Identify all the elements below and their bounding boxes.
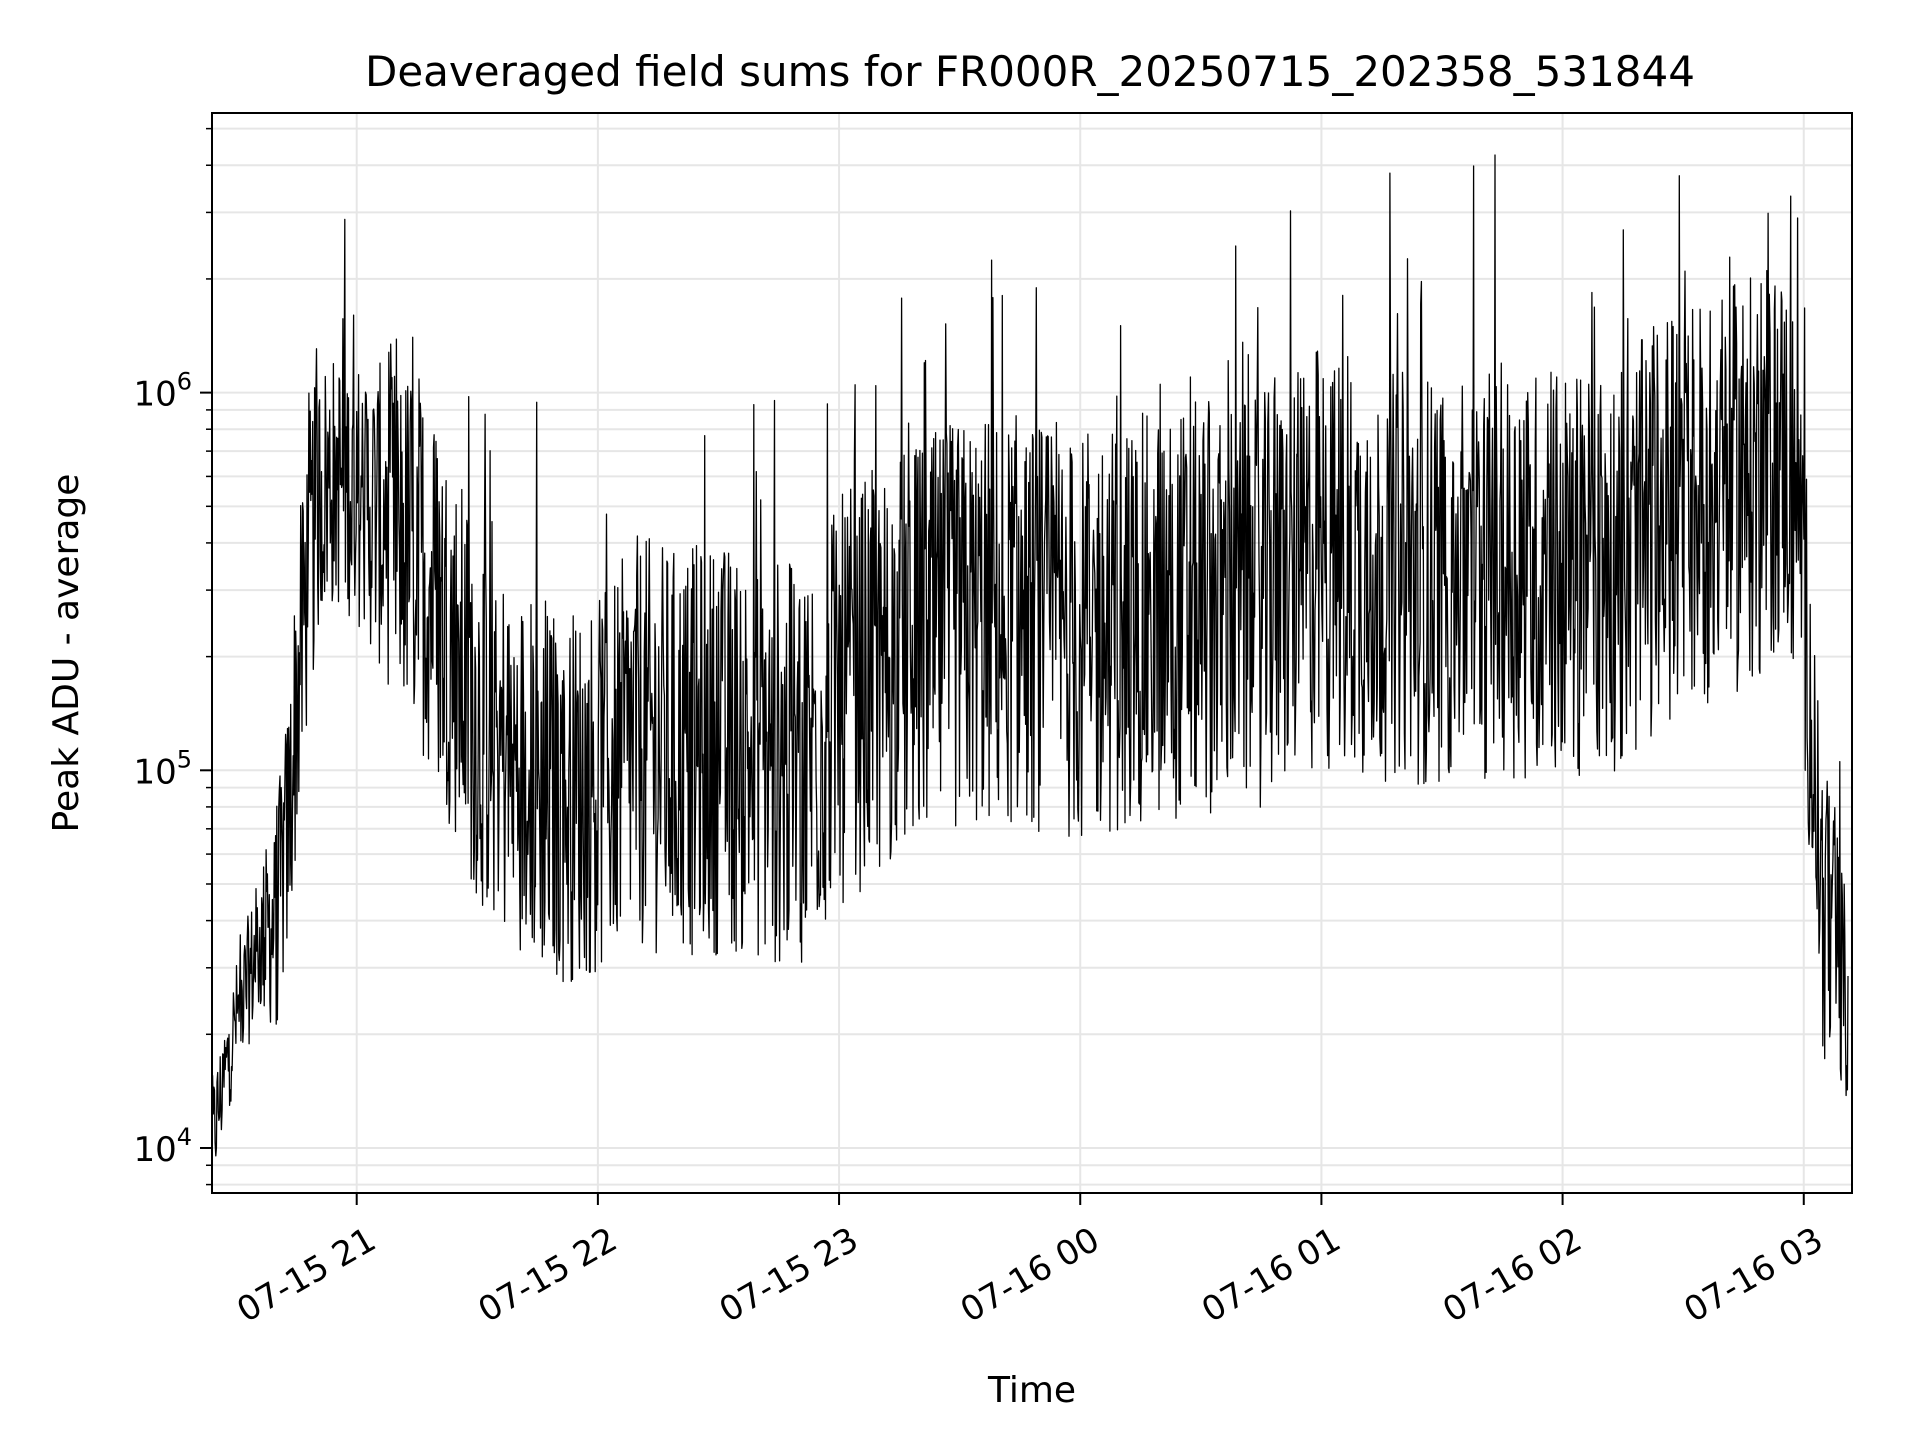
y-axis: 104 105 106: [133, 127, 212, 1186]
y-tick-label: 106: [133, 368, 192, 415]
series-line: [211, 154, 1849, 1157]
x-axis-label: Time: [987, 1370, 1076, 1411]
y-axis-label: Peak ADU - average: [46, 474, 87, 833]
y-tick-label: 104: [133, 1123, 192, 1170]
plot-frame: [211, 112, 1853, 1194]
y-tick-label: 105: [133, 745, 192, 792]
series-group: [211, 154, 1849, 1157]
chart-title: Deaveraged field sums for FR000R_2025071…: [365, 47, 1695, 96]
